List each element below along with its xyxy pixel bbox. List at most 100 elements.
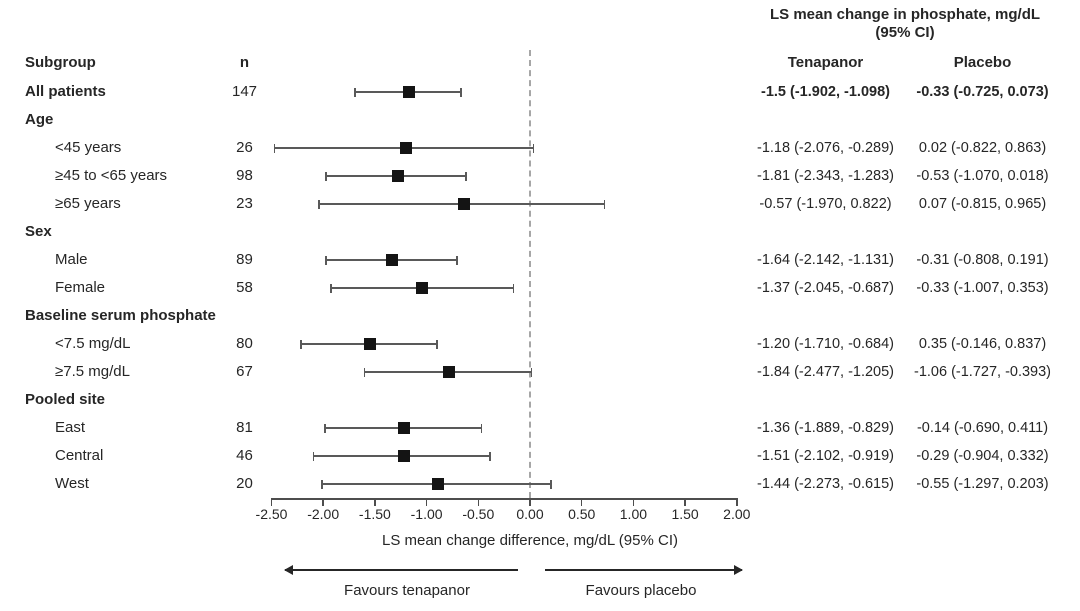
point-estimate-marker <box>363 338 376 350</box>
x-axis-tick-label: 1.50 <box>671 506 699 522</box>
x-axis-tick-label: 0.50 <box>568 506 596 522</box>
point-estimate-marker <box>443 366 456 378</box>
placebo-value: -0.29 (-0.904, 0.332) <box>916 448 1049 464</box>
x-axis-tick <box>322 498 324 506</box>
ci-cap-right <box>530 367 533 377</box>
row-label: <45 years <box>55 139 122 156</box>
point-estimate-marker <box>397 422 410 434</box>
point-estimate-marker <box>416 282 429 294</box>
ci-cap-right <box>532 143 535 153</box>
ci-cap-left <box>324 423 326 433</box>
zero-reference-line <box>529 50 531 498</box>
ci-cap-left <box>363 367 366 377</box>
results-column-title-line1: LS mean change in phosphate, mg/dL <box>769 6 1041 23</box>
arrow-left-head-icon <box>284 565 293 575</box>
x-axis-tick <box>477 498 480 506</box>
row-n-value: 67 <box>236 363 253 380</box>
ci-cap-left <box>300 339 302 349</box>
placebo-value: -0.55 (-1.297, 0.203) <box>916 476 1049 492</box>
point-estimate-marker <box>457 198 470 210</box>
row-n-value: 23 <box>236 195 253 212</box>
column-header-n: n <box>239 54 250 71</box>
placebo-value: -0.53 (-1.070, 0.018) <box>916 168 1049 184</box>
row-label: Age <box>25 111 54 128</box>
x-axis-tick-label: 1.00 <box>619 506 648 522</box>
tenapanor-value: -1.64 (-2.142, -1.131) <box>756 252 895 268</box>
tenapanor-value: -1.44 (-2.273, -0.615) <box>756 476 895 492</box>
point-estimate-marker <box>403 86 416 98</box>
row-n-value: 147 <box>231 83 258 100</box>
favours-tenapanor-label: Favours tenapanor <box>344 582 470 599</box>
row-label: All patients <box>25 83 106 100</box>
tenapanor-value: -1.37 (-2.045, -0.687) <box>756 280 895 296</box>
row-label: ≥7.5 mg/dL <box>55 363 130 380</box>
placebo-value: -0.14 (-0.690, 0.411) <box>916 420 1049 436</box>
favours-placebo-label: Favours placebo <box>585 582 697 599</box>
favours-placebo-arrow <box>545 565 743 575</box>
row-label: Female <box>55 279 106 296</box>
column-header-placebo: Placebo <box>953 54 1012 71</box>
x-axis-tick-label: -0.50 <box>462 506 495 522</box>
row-label: Male <box>55 251 88 268</box>
ci-cap-left <box>325 171 327 181</box>
placebo-value: 0.35 (-0.146, 0.837) <box>918 336 1047 352</box>
ci-cap-right <box>436 339 438 349</box>
row-n-value: 58 <box>236 279 253 296</box>
tenapanor-value: -1.20 (-1.710, -0.684) <box>756 336 895 352</box>
tenapanor-value: -1.51 (-2.102, -0.919) <box>756 448 895 464</box>
ci-cap-left <box>321 479 323 489</box>
row-n-value: 80 <box>236 335 253 352</box>
placebo-value: -1.06 (-1.727, -0.393) <box>913 364 1052 380</box>
ci-cap-right <box>512 283 515 293</box>
row-label: East <box>55 419 86 436</box>
point-estimate-marker <box>399 142 412 154</box>
ci-cap-left <box>312 451 315 461</box>
row-n-value: 81 <box>236 419 253 436</box>
row-label: Pooled site <box>25 391 106 408</box>
row-n-value: 20 <box>236 475 253 492</box>
x-axis-tick-label: -1.00 <box>410 506 443 522</box>
x-axis-tick-label: -1.50 <box>358 506 391 522</box>
point-estimate-marker <box>386 254 399 266</box>
row-label: Central <box>55 447 104 464</box>
x-axis-tick <box>736 498 738 506</box>
row-label: Sex <box>25 223 52 240</box>
favours-tenapanor-arrow <box>284 565 518 575</box>
row-label: ≥65 years <box>55 195 121 212</box>
x-axis-tick <box>632 498 635 506</box>
ci-cap-left <box>354 87 356 97</box>
tenapanor-value: -1.36 (-1.889, -0.829) <box>756 420 895 436</box>
x-axis-tick-label: 0.00 <box>516 506 544 522</box>
results-column-title: LS mean change in phosphate, mg/dL (95% … <box>740 6 1070 42</box>
x-axis-tick <box>374 498 376 506</box>
x-axis-tick-label: 2.00 <box>723 506 751 522</box>
x-axis-tick <box>270 498 273 506</box>
arrow-right-head-icon <box>734 565 743 575</box>
results-column-title-line2: (95% CI) <box>875 24 935 41</box>
point-estimate-marker <box>397 450 410 462</box>
x-axis-line <box>271 498 738 500</box>
tenapanor-value: -1.5 (-1.902, -1.098) <box>761 84 890 100</box>
x-axis-title: LS mean change difference, mg/dL (95% CI… <box>381 532 678 549</box>
row-label: West <box>55 475 89 492</box>
row-label: <7.5 mg/dL <box>55 335 131 352</box>
ci-cap-left <box>318 199 320 209</box>
ci-cap-right <box>603 199 606 209</box>
x-axis-tick-label: -2.50 <box>255 506 288 522</box>
row-n-value: 46 <box>236 447 253 464</box>
tenapanor-value: -0.57 (-1.970, 0.822) <box>759 196 892 212</box>
tenapanor-value: -1.81 (-2.343, -1.283) <box>756 168 895 184</box>
ci-cap-right <box>460 87 462 97</box>
row-label: ≥45 to <65 years <box>55 167 168 184</box>
ci-cap-right <box>465 171 467 181</box>
column-header-tenapanor: Tenapanor <box>787 54 864 71</box>
row-n-value: 89 <box>236 251 253 268</box>
ci-cap-left <box>330 283 332 293</box>
ci-cap-left <box>273 143 276 153</box>
x-axis-tick <box>425 498 428 506</box>
placebo-value: -0.31 (-0.808, 0.191) <box>916 252 1049 268</box>
x-axis-tick-label: -2.00 <box>307 506 340 522</box>
placebo-value: 0.07 (-0.815, 0.965) <box>918 196 1047 212</box>
x-axis-tick <box>529 498 531 506</box>
